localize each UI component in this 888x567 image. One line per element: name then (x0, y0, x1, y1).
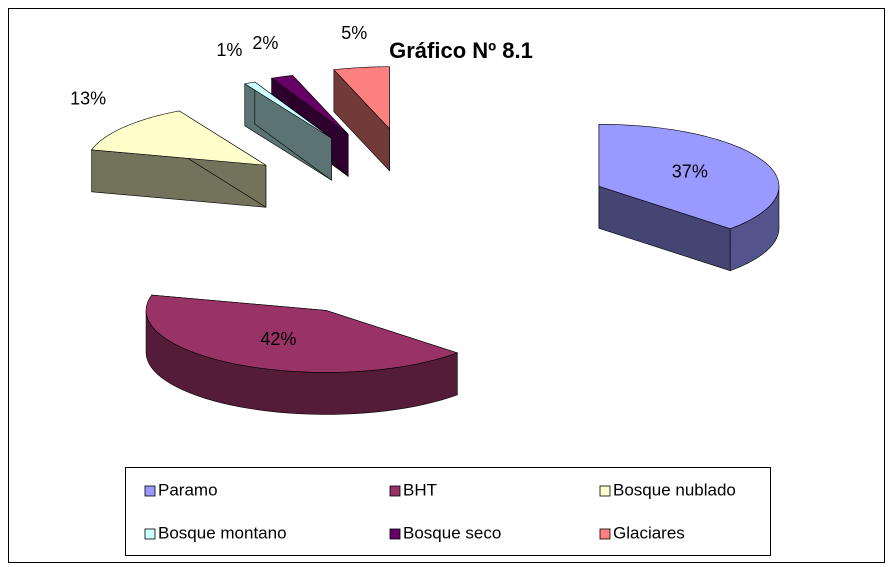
data-label: 13% (70, 88, 106, 108)
legend-label: Paramo (158, 480, 218, 499)
legend-label: Bosque nublado (613, 480, 736, 499)
slice (145, 294, 459, 373)
legend-swatch (599, 528, 611, 540)
data-label: 1% (216, 40, 242, 60)
slice (270, 75, 349, 135)
legend-swatch (144, 528, 156, 540)
chart-title: Gráfico Nº 8.1 (389, 38, 533, 63)
data-label: 2% (252, 33, 278, 53)
legend-swatch (599, 485, 611, 497)
data-label: 42% (260, 329, 296, 349)
legend-label: BHT (403, 480, 437, 499)
data-label: 5% (341, 23, 367, 43)
slice (243, 81, 332, 139)
legend-label: Bosque montano (158, 523, 287, 542)
data-label: 37% (672, 161, 708, 181)
slice (91, 110, 267, 166)
slice (333, 66, 390, 130)
legend-swatch (389, 485, 401, 497)
legend-box (125, 467, 771, 556)
slice (598, 123, 780, 230)
legend-swatch (389, 528, 401, 540)
legend-label: Bosque seco (403, 523, 501, 542)
legend-swatch (144, 485, 156, 497)
legend-label: Glaciares (613, 523, 685, 542)
